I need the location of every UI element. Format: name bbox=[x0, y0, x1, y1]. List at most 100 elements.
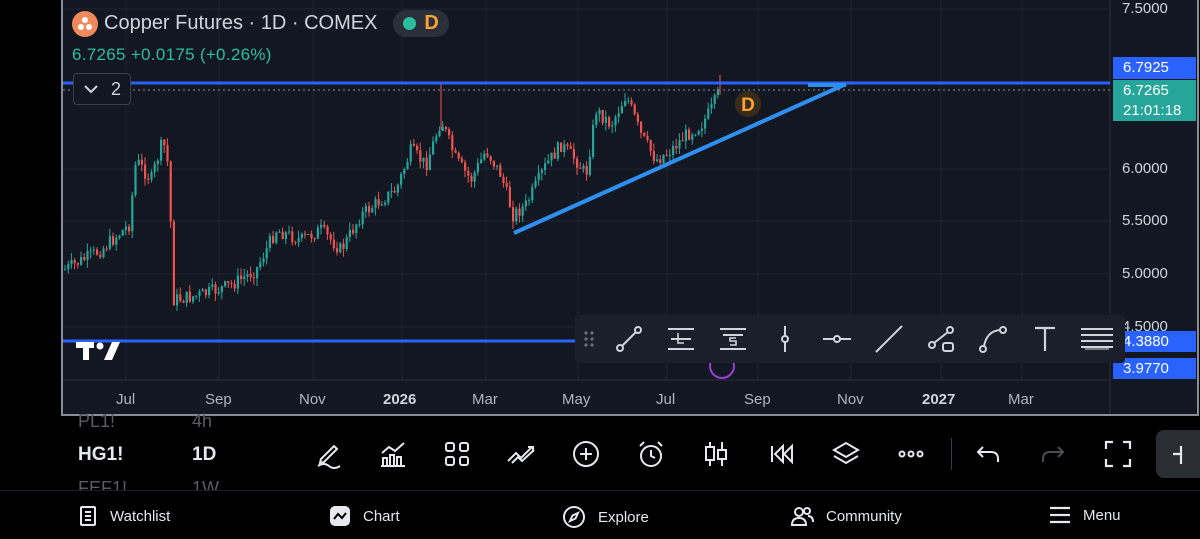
candle-body bbox=[688, 129, 691, 140]
watchlist-icon bbox=[80, 506, 96, 526]
long-position-icon[interactable] bbox=[655, 315, 707, 363]
chevron-down-icon bbox=[84, 85, 98, 94]
market-status-badge[interactable]: D bbox=[393, 10, 449, 37]
text-icon[interactable] bbox=[1019, 315, 1071, 363]
candle-body bbox=[659, 159, 662, 163]
extended-line-icon[interactable] bbox=[915, 315, 967, 363]
layouts-icon[interactable] bbox=[440, 437, 474, 471]
nav-community[interactable]: Community bbox=[790, 505, 902, 527]
vertical-line-icon[interactable] bbox=[759, 315, 811, 363]
lines-menu-icon[interactable] bbox=[1071, 315, 1123, 363]
candle-body bbox=[652, 151, 655, 162]
candle-body bbox=[134, 164, 137, 196]
candle-body bbox=[544, 163, 547, 170]
nav-menu[interactable]: Menu bbox=[1049, 505, 1121, 525]
tradingview-logo[interactable] bbox=[76, 340, 120, 362]
candle-body bbox=[329, 234, 332, 240]
candle-body bbox=[668, 154, 671, 156]
current-symbol[interactable]: HG1! bbox=[78, 444, 124, 465]
candles-icon[interactable] bbox=[699, 437, 733, 471]
candle-body bbox=[393, 190, 396, 193]
candle-body bbox=[678, 140, 681, 149]
candle-body bbox=[643, 132, 646, 136]
candle-body bbox=[531, 186, 534, 201]
candle-body bbox=[547, 160, 550, 164]
candle-body bbox=[595, 114, 598, 125]
candle-body bbox=[406, 161, 409, 170]
nav-watchlist[interactable]: Watchlist bbox=[78, 505, 170, 527]
candle-body bbox=[409, 144, 412, 162]
candle-body bbox=[272, 236, 275, 243]
candle-body bbox=[441, 126, 444, 132]
chart-icon bbox=[330, 506, 350, 526]
candle-body bbox=[521, 206, 524, 216]
drag-handle-icon[interactable] bbox=[575, 330, 603, 348]
ascending-trendline[interactable] bbox=[513, 82, 847, 235]
candle-body bbox=[396, 184, 399, 193]
candle-body bbox=[582, 165, 585, 169]
candle-body bbox=[304, 233, 307, 235]
candle-body bbox=[419, 150, 422, 162]
candle-body bbox=[556, 142, 559, 159]
pencil-icon[interactable] bbox=[312, 437, 346, 471]
candle-body bbox=[300, 233, 303, 238]
candle-body bbox=[512, 207, 515, 222]
redo-icon[interactable] bbox=[1036, 437, 1070, 471]
candle-body bbox=[646, 135, 649, 140]
curve-icon[interactable] bbox=[967, 315, 1019, 363]
candle-body bbox=[502, 176, 505, 183]
price-tick: 5.0000 bbox=[1122, 265, 1168, 282]
symbol-legend[interactable]: Copper Futures · 1D · COMEX D bbox=[72, 10, 449, 37]
indicators-icon[interactable] bbox=[376, 437, 410, 471]
time-tick: Jul bbox=[116, 391, 136, 408]
candle-body bbox=[684, 129, 687, 142]
dividend-marker[interactable] bbox=[735, 91, 761, 117]
short-position-icon[interactable] bbox=[707, 315, 759, 363]
candle-body bbox=[313, 238, 316, 240]
candle-body bbox=[204, 289, 207, 296]
copper-logo-icon bbox=[72, 10, 98, 37]
candle-body bbox=[70, 260, 73, 265]
candle-body bbox=[432, 141, 435, 155]
candle-body bbox=[492, 160, 495, 167]
candle-body bbox=[403, 169, 406, 174]
candle-body bbox=[307, 234, 310, 236]
candle-body bbox=[390, 190, 393, 192]
candle-body bbox=[508, 186, 511, 208]
candle-body bbox=[611, 125, 614, 127]
candle-body bbox=[675, 145, 678, 149]
candle-body bbox=[96, 249, 99, 255]
compass-icon bbox=[563, 506, 585, 528]
candle-body bbox=[470, 175, 473, 182]
candle-body bbox=[624, 101, 627, 107]
lower-price-tag: 3.9770 bbox=[1113, 358, 1196, 379]
fullscreen-icon[interactable] bbox=[1101, 437, 1135, 471]
current-timeframe[interactable]: 1D bbox=[192, 444, 217, 465]
nav-chart-label: Chart bbox=[363, 507, 400, 525]
collapse-icon[interactable] bbox=[1156, 430, 1200, 478]
ray-icon[interactable] bbox=[863, 315, 915, 363]
candle-body bbox=[153, 164, 156, 173]
drawing-toolbar[interactable] bbox=[575, 315, 1125, 363]
candle-body bbox=[160, 139, 163, 161]
candle-body bbox=[435, 136, 438, 142]
candle-body bbox=[563, 144, 566, 152]
replay-icon[interactable] bbox=[764, 437, 798, 471]
nav-chart[interactable]: Chart bbox=[329, 505, 400, 527]
indicator-toggle-button[interactable]: 2 bbox=[73, 73, 131, 105]
undo-icon[interactable] bbox=[971, 437, 1005, 471]
compare-icon[interactable] bbox=[505, 437, 539, 471]
hamburger-menu-icon bbox=[1050, 506, 1070, 524]
horizontal-ray-icon[interactable] bbox=[811, 315, 863, 363]
add-icon[interactable] bbox=[569, 437, 603, 471]
candle-body bbox=[249, 273, 252, 278]
watchlist-prev-symbol[interactable]: PL1! bbox=[78, 411, 116, 431]
alarm-icon[interactable] bbox=[634, 437, 668, 471]
trend-line-icon[interactable] bbox=[603, 315, 655, 363]
nav-explore[interactable]: Explore bbox=[562, 505, 649, 529]
candle-body bbox=[108, 236, 111, 249]
more-icon[interactable] bbox=[894, 437, 928, 471]
candle-body bbox=[291, 231, 294, 243]
layers-icon[interactable] bbox=[829, 437, 863, 471]
support-price-tag: 4.3880 bbox=[1113, 331, 1196, 352]
